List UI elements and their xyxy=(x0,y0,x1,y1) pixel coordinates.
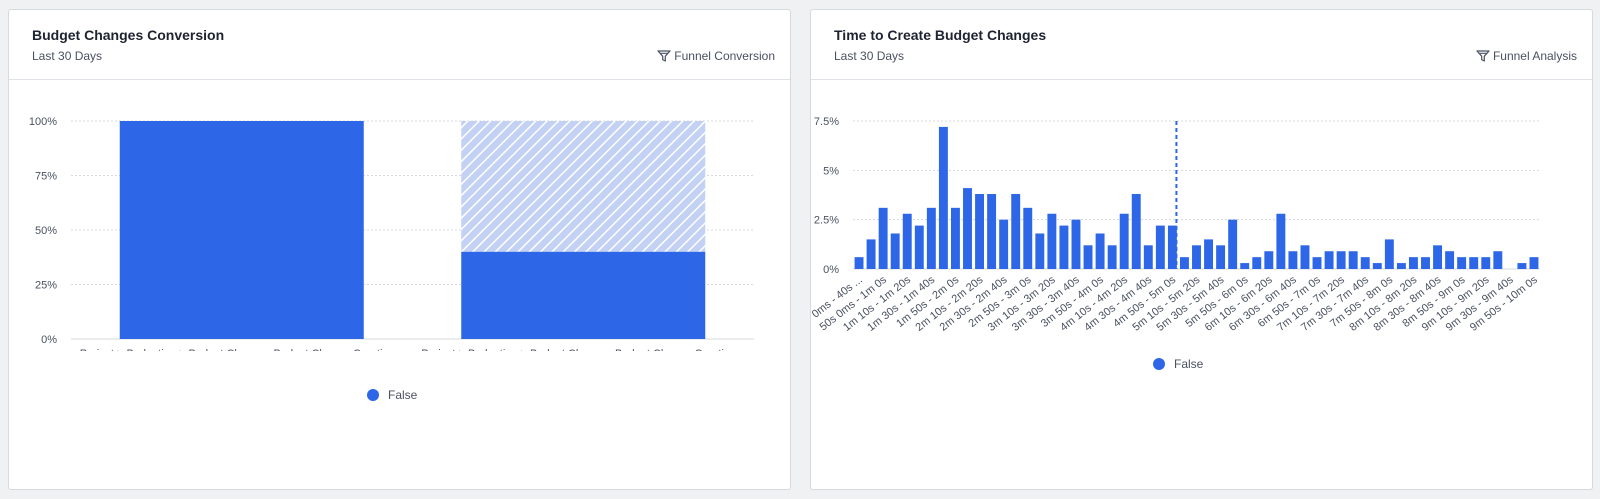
legend-swatch xyxy=(1153,358,1165,370)
funnel-icon xyxy=(657,50,671,62)
histogram-bar xyxy=(1384,239,1394,269)
card-header: Budget Changes Conversion Last 30 Days F… xyxy=(9,10,790,80)
histogram-bar xyxy=(975,194,985,269)
y-tick-label: 100% xyxy=(29,116,57,128)
histogram-bar xyxy=(1457,257,1467,269)
histogram-bar xyxy=(938,126,948,269)
chart-legend: False xyxy=(367,388,417,402)
legend-label: False xyxy=(388,388,418,402)
conversion-chart: 0% 25% 50% 75% 100% Project > Budgeting > Bud… xyxy=(29,116,754,351)
funnel-analysis-link[interactable]: Funnel Analysis xyxy=(1476,49,1577,63)
histogram-bar xyxy=(1228,219,1238,269)
histogram-bar xyxy=(1336,251,1346,269)
histogram-bar xyxy=(1372,263,1382,269)
histogram-bar xyxy=(1155,225,1165,269)
histogram-bar xyxy=(926,207,936,269)
histogram-bar xyxy=(1408,257,1418,269)
y-tick-label: 7.5% xyxy=(814,116,839,128)
histogram-bar xyxy=(1312,257,1322,269)
histogram-bar xyxy=(878,207,888,269)
histogram-bar xyxy=(1276,213,1286,269)
histogram-bar xyxy=(1179,257,1189,269)
histogram-bar xyxy=(866,239,876,269)
histogram-bar xyxy=(1071,219,1081,269)
conversion-card: Budget Changes Conversion Last 30 Days F… xyxy=(8,9,791,490)
histogram-bar xyxy=(1192,245,1201,269)
histogram-bar xyxy=(963,188,972,269)
time-to-create-card: Time to Create Budget Changes Last 30 Da… xyxy=(810,9,1593,490)
y-tick-label: 5% xyxy=(823,165,839,177)
histogram-bar xyxy=(1131,194,1141,269)
histogram-bar xyxy=(1445,251,1455,269)
y-tick-label: 25% xyxy=(35,280,57,292)
histogram-bar xyxy=(1204,239,1214,269)
histogram-bar xyxy=(1216,245,1226,269)
histogram-bar xyxy=(1300,245,1310,269)
funnel-conversion-label: Funnel Conversion xyxy=(674,49,775,63)
histogram-bar xyxy=(1083,245,1093,269)
histogram-bar xyxy=(1529,257,1539,269)
histogram-bar xyxy=(1517,263,1527,269)
histogram-bar xyxy=(890,233,900,269)
date-range-label: Last 30 Days xyxy=(32,49,103,63)
histogram-bar xyxy=(1421,257,1430,269)
y-tick-label: 0% xyxy=(823,264,839,276)
histogram-bar xyxy=(1433,245,1443,269)
histogram-bar xyxy=(1143,245,1153,269)
histogram-bar xyxy=(1035,233,1045,269)
histogram-bar xyxy=(999,219,1009,269)
histogram-bar xyxy=(1047,213,1057,269)
histogram-bar xyxy=(1167,225,1177,269)
histogram-bar xyxy=(1396,263,1406,269)
card-title: Budget Changes Conversion xyxy=(32,27,225,43)
histogram-bar xyxy=(1095,233,1105,269)
funnel-conversion-link[interactable]: Funnel Conversion xyxy=(657,49,775,63)
histogram-bar xyxy=(987,194,997,269)
y-tick-label: 50% xyxy=(35,225,57,237)
dropoff-bar xyxy=(461,121,706,252)
histogram-bar xyxy=(902,213,912,269)
histogram-bar xyxy=(1107,245,1117,269)
histogram-bar xyxy=(1481,257,1491,269)
histogram-bar xyxy=(1288,251,1298,269)
histogram-bar xyxy=(1119,213,1129,269)
histogram-bar xyxy=(854,257,864,269)
histogram-bar xyxy=(1011,194,1021,269)
time-histogram-chart: 0%2.5%5%7.5%0ms - 40s ...50s 0ms - 1m 0s… xyxy=(811,116,1540,334)
histogram-bar xyxy=(1252,257,1262,269)
legend-label: False xyxy=(1174,357,1204,371)
card-header: Time to Create Budget Changes Last 30 Da… xyxy=(811,10,1592,80)
legend-swatch xyxy=(367,389,379,401)
x-category-label: Project > Budgeting > Budget Changes Bud… xyxy=(80,348,404,351)
histogram-bar xyxy=(914,225,924,269)
funnel-analysis-label: Funnel Analysis xyxy=(1492,49,1577,63)
histogram-bar xyxy=(1264,251,1274,269)
funnel-icon xyxy=(1476,50,1490,62)
histogram-bar xyxy=(1059,225,1069,269)
histogram-bar xyxy=(1023,207,1033,269)
x-category-label: Project > Budgeting > Budget Changes Bud… xyxy=(421,348,745,351)
conversion-bar xyxy=(119,121,364,339)
y-tick-label: 0% xyxy=(41,334,57,346)
card-title: Time to Create Budget Changes xyxy=(834,27,1047,43)
histogram-bar xyxy=(1469,257,1479,269)
histogram-bar xyxy=(1348,251,1358,269)
histogram-bar xyxy=(1324,251,1334,269)
chart-legend: False xyxy=(1153,357,1203,371)
histogram-bar xyxy=(1360,257,1370,269)
conversion-bar xyxy=(461,251,706,339)
histogram-bar xyxy=(950,207,960,269)
y-tick-label: 2.5% xyxy=(814,215,839,227)
histogram-bar xyxy=(1240,263,1250,269)
histogram-bar xyxy=(1493,251,1503,269)
date-range-label: Last 30 Days xyxy=(834,49,905,63)
y-tick-label: 75% xyxy=(35,171,57,183)
